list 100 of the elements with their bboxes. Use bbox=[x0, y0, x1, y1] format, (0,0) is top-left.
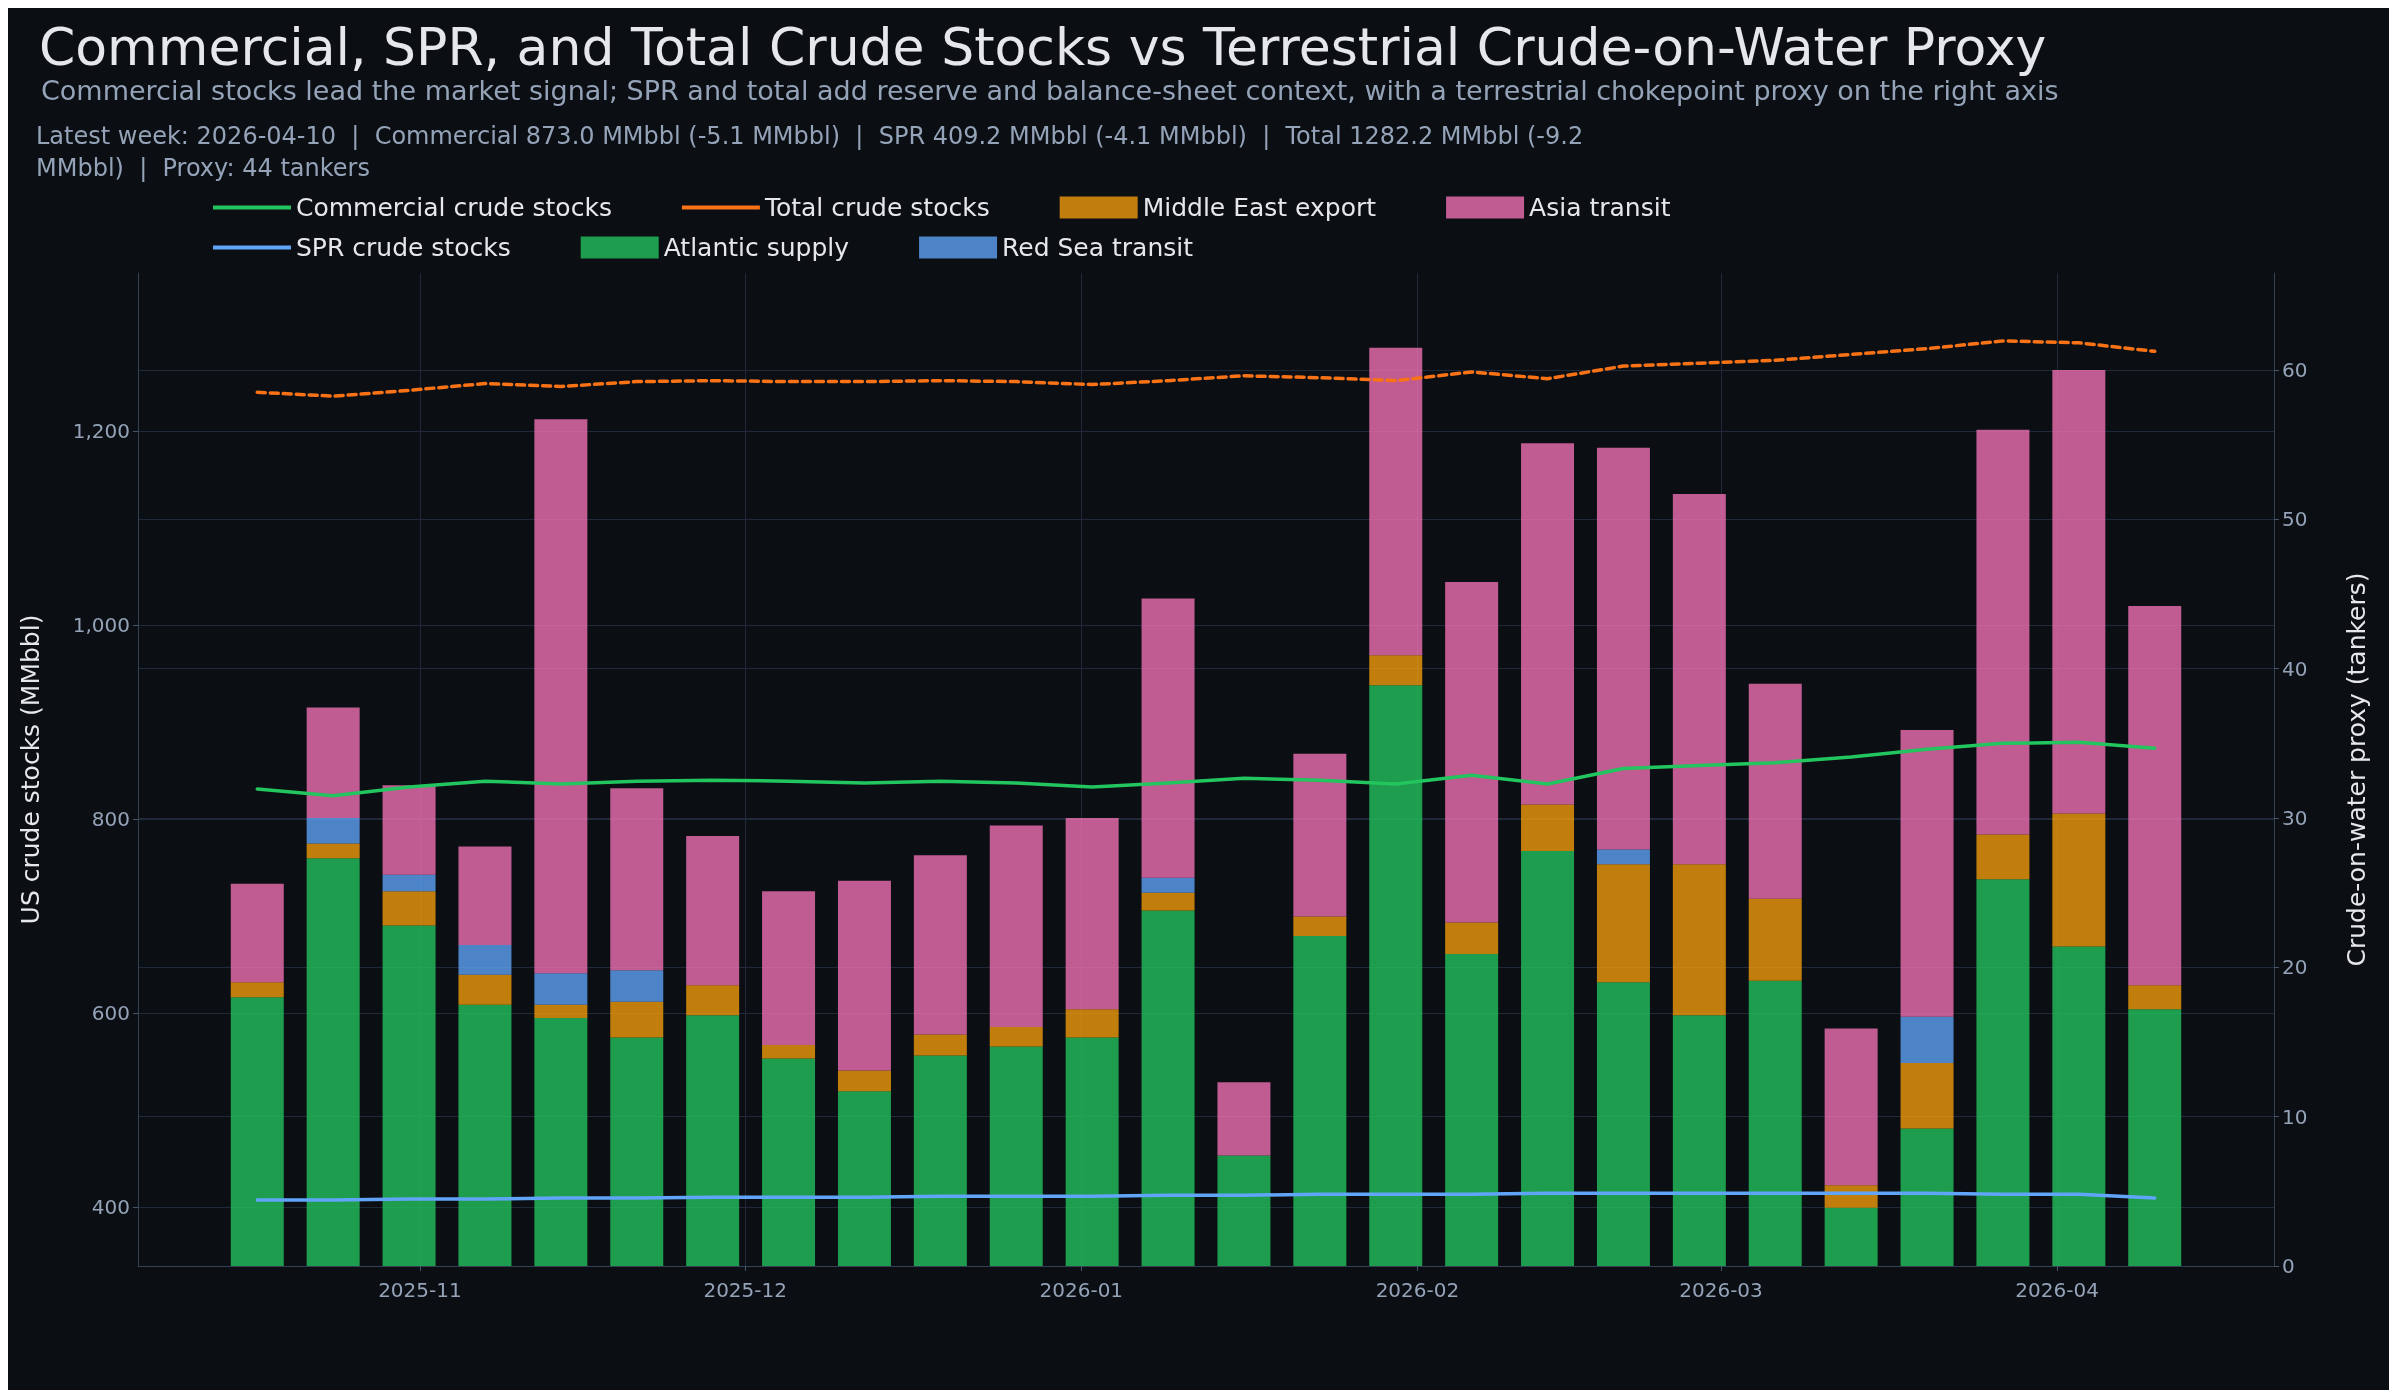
bar bbox=[610, 1001, 664, 1038]
bar bbox=[913, 1034, 967, 1056]
bar bbox=[1900, 729, 1954, 1017]
bar bbox=[762, 891, 816, 1045]
x-tick-label: 2026-02 bbox=[1375, 1278, 1460, 1302]
bar bbox=[1065, 1009, 1119, 1038]
bar bbox=[2128, 985, 2182, 1010]
bar bbox=[230, 982, 284, 998]
bar bbox=[306, 818, 360, 844]
bar bbox=[1824, 1028, 1878, 1186]
bar bbox=[1596, 864, 1650, 983]
y2-tick-label: 60 bbox=[2282, 358, 2308, 383]
y-tick-label: 400 bbox=[91, 1194, 130, 1219]
bar bbox=[1217, 1155, 1271, 1266]
text: Latest week: 2026-04-10 | Commercial 873.0 MMbbl (-5.1 MMbbl) | SPR 409.2 MMbbl (-4.1 MMbbl) | Total 1282.2 MMbbl (-9.2 MMbbl) | Proxy: 44 tankers bbox=[36, 122, 1591, 182]
bar bbox=[1976, 879, 2030, 1266]
y-axis-title: US crude stocks (MMbbl) bbox=[16, 614, 45, 925]
y2-tick-label: 10 bbox=[2282, 1104, 2308, 1129]
bar bbox=[1900, 1062, 1954, 1129]
bar bbox=[1445, 953, 1499, 1266]
x-tick-label: 2025-12 bbox=[703, 1278, 787, 1302]
bar bbox=[1596, 447, 1650, 850]
line-series bbox=[255, 339, 2157, 398]
bar bbox=[610, 970, 664, 1002]
bar bbox=[382, 891, 436, 926]
y-tick-label: 800 bbox=[91, 806, 130, 831]
bar bbox=[913, 855, 967, 1035]
legend-label: Atlantic supply bbox=[663, 233, 850, 262]
bar bbox=[913, 1055, 967, 1266]
bar bbox=[1293, 916, 1347, 936]
bar bbox=[1824, 1207, 1878, 1266]
y2-axis-title: Crude-on-water proxy (tankers) bbox=[2342, 572, 2371, 967]
legend-label: Commercial crude stocks bbox=[296, 193, 612, 222]
bar bbox=[2128, 1009, 2182, 1266]
bar bbox=[458, 944, 512, 975]
bar bbox=[534, 419, 588, 974]
bar bbox=[1748, 980, 1802, 1266]
bar bbox=[1369, 347, 1423, 656]
bar bbox=[610, 1037, 664, 1266]
x-tick-label: 2026-03 bbox=[1679, 1278, 1763, 1302]
bar bbox=[1672, 864, 1726, 1016]
legend-label: Red Sea transit bbox=[1002, 233, 1194, 262]
bar bbox=[1521, 443, 1575, 805]
chart-subtitle: Commercial stocks lead the market signal; SPR and total add reserve and balance-sheet context, with a terrestrial chokepoint proxy on the right axis bbox=[41, 75, 2059, 106]
x-tick-label: 2026-01 bbox=[1039, 1278, 1124, 1302]
x-tick-label: 2026-04 bbox=[2015, 1278, 2099, 1302]
legend-label: Asia transit bbox=[1529, 193, 1671, 222]
bar bbox=[1596, 849, 1650, 865]
bar bbox=[306, 843, 360, 859]
bar bbox=[382, 925, 436, 1266]
y-tick-label: 1,200 bbox=[72, 419, 130, 444]
bar bbox=[534, 973, 588, 1005]
bar bbox=[1141, 892, 1195, 911]
y2-tick-label: 0 bbox=[2282, 1254, 2295, 1278]
bar bbox=[382, 785, 436, 875]
bar bbox=[1065, 818, 1119, 1010]
bar bbox=[1521, 850, 1575, 1266]
bar bbox=[1596, 982, 1650, 1266]
bar bbox=[230, 883, 284, 983]
bar bbox=[1900, 1128, 1954, 1266]
bar bbox=[1217, 1082, 1271, 1156]
y2-tick-label: 20 bbox=[2282, 955, 2308, 980]
bar bbox=[1672, 1015, 1726, 1266]
y-tick-label: 600 bbox=[91, 1000, 130, 1025]
bar bbox=[1748, 683, 1802, 899]
bar bbox=[837, 1070, 891, 1092]
bar bbox=[458, 974, 512, 1005]
bar bbox=[1369, 655, 1423, 686]
bar bbox=[1976, 429, 2030, 835]
legend-label: Middle East export bbox=[1142, 193, 1377, 222]
bar bbox=[1672, 494, 1726, 865]
legend-label: Total crude stocks bbox=[763, 193, 990, 222]
bar bbox=[1976, 834, 2030, 880]
bar bbox=[1065, 1037, 1119, 1266]
bar bbox=[1748, 898, 1802, 981]
y2-tick-label: 50 bbox=[2282, 507, 2308, 532]
legend-label: SPR crude stocks bbox=[296, 233, 511, 262]
bar bbox=[837, 880, 891, 1071]
bar bbox=[1141, 877, 1195, 893]
bar bbox=[458, 1004, 512, 1266]
bar bbox=[458, 846, 512, 945]
bar bbox=[306, 707, 360, 819]
bar bbox=[1141, 598, 1195, 878]
x-tick-label: 2025-11 bbox=[378, 1278, 462, 1302]
bar bbox=[2128, 605, 2182, 986]
bar bbox=[989, 825, 1043, 1028]
bar bbox=[1293, 753, 1347, 917]
bar bbox=[686, 835, 740, 986]
bar bbox=[534, 1018, 588, 1266]
bar bbox=[306, 858, 360, 1266]
bar bbox=[686, 985, 740, 1016]
bar bbox=[1900, 1016, 1954, 1063]
bar bbox=[989, 1027, 1043, 1047]
bar bbox=[2052, 813, 2106, 947]
bar bbox=[1141, 910, 1195, 1266]
bar bbox=[762, 1058, 816, 1266]
y2-tick-label: 30 bbox=[2282, 806, 2308, 831]
bar bbox=[2052, 946, 2106, 1266]
bar bbox=[1445, 582, 1499, 923]
bar bbox=[989, 1046, 1043, 1266]
